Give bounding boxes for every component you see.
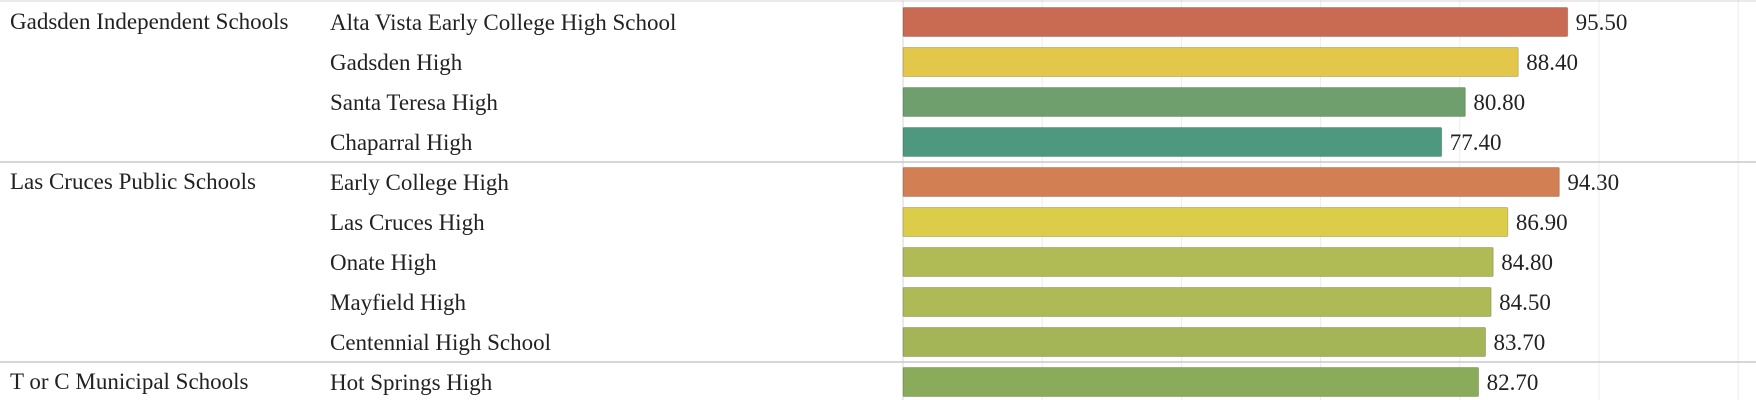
value-label: 94.30 (1567, 170, 1619, 195)
value-label: 82.70 (1487, 370, 1539, 395)
bar (902, 207, 1509, 237)
school-label: Las Cruces High (330, 210, 485, 235)
bar (902, 247, 1494, 277)
bar (902, 127, 1443, 157)
school-label: Centennial High School (330, 330, 551, 355)
school-label: Chaparral High (330, 130, 473, 155)
district-labels: Gadsden Independent Schools Las Cruces Pu… (10, 9, 289, 394)
school-label: Santa Teresa High (330, 90, 498, 115)
bar (902, 7, 1569, 37)
bar (902, 167, 1560, 197)
value-label: 77.40 (1450, 130, 1502, 155)
bar (902, 327, 1487, 357)
school-label: Onate High (330, 250, 437, 275)
district-label: Las Cruces Public Schools (10, 169, 256, 194)
school-label: Hot Springs High (330, 370, 493, 395)
school-label: Alta Vista Early College High School (330, 10, 676, 35)
value-label: 84.50 (1499, 290, 1551, 315)
value-label: 84.80 (1501, 250, 1553, 275)
district-label: Gadsden Independent Schools (10, 9, 289, 34)
value-label: 86.90 (1516, 210, 1568, 235)
value-label: 83.70 (1494, 330, 1546, 355)
bar (902, 287, 1492, 317)
bars (902, 7, 1569, 397)
bar (902, 367, 1480, 397)
bar (902, 87, 1466, 117)
value-label: 80.80 (1473, 90, 1525, 115)
school-label: Gadsden High (330, 50, 463, 75)
school-labels: Alta Vista Early College High School Gads… (330, 10, 676, 395)
school-label: Mayfield High (330, 290, 467, 315)
district-label: T or C Municipal Schools (10, 369, 249, 394)
bar (902, 47, 1519, 77)
group-separators (0, 0, 1756, 363)
value-label: 88.40 (1526, 50, 1578, 75)
value-label: 95.50 (1576, 10, 1628, 35)
school-label: Early College High (330, 170, 509, 195)
